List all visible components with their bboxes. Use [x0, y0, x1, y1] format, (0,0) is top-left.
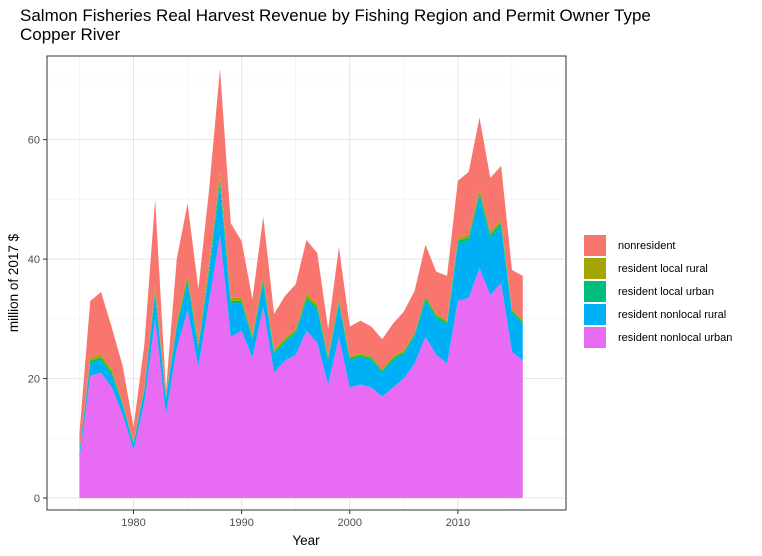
legend-swatch-nonresident — [584, 235, 606, 256]
y-tick-label: 40 — [28, 254, 40, 266]
legend-swatch-resident-nonlocal-urban — [584, 327, 606, 348]
legend-label: resident local rural — [618, 263, 708, 275]
area-resident-nonlocal-rural — [79, 184, 523, 460]
legend: nonresident resident local rural resident … — [584, 235, 732, 348]
legend-label: resident nonlocal urban — [618, 332, 732, 344]
x-tick-label: 2010 — [446, 517, 470, 529]
x-tick-label: 1980 — [121, 517, 145, 529]
area-resident-local-rural — [79, 173, 523, 453]
y-axis-title: million of 2017 $ — [6, 233, 21, 332]
plot-border — [46, 55, 567, 511]
y-tick-label: 60 — [28, 135, 40, 147]
x-axis-title: Year — [292, 533, 320, 548]
chart-subtitle: Copper River — [20, 25, 121, 44]
legend-label: resident local urban — [618, 286, 714, 298]
chart-title-block: Salmon Fisheries Real Harvest Revenue by… — [20, 6, 651, 44]
x-axis-ticks: 1980 1990 2000 2010 — [121, 510, 470, 529]
area-resident-nonlocal-urban — [79, 235, 523, 499]
y-tick-label: 20 — [28, 374, 40, 386]
y-axis-ticks: 0 20 40 60 — [28, 135, 47, 505]
x-tick-label: 2000 — [338, 517, 362, 529]
legend-swatch-resident-local-rural — [584, 258, 606, 279]
legend-swatch-resident-local-urban — [584, 281, 606, 302]
x-tick-label: 1990 — [229, 517, 253, 529]
y-tick-label: 0 — [34, 493, 40, 505]
legend-label: resident nonlocal rural — [618, 309, 726, 321]
legend-label: nonresident — [618, 240, 676, 252]
area-series — [79, 68, 523, 499]
legend-swatch-resident-nonlocal-rural — [584, 304, 606, 325]
area-resident-local-urban — [79, 178, 523, 454]
chart-title: Salmon Fisheries Real Harvest Revenue by… — [20, 6, 651, 25]
